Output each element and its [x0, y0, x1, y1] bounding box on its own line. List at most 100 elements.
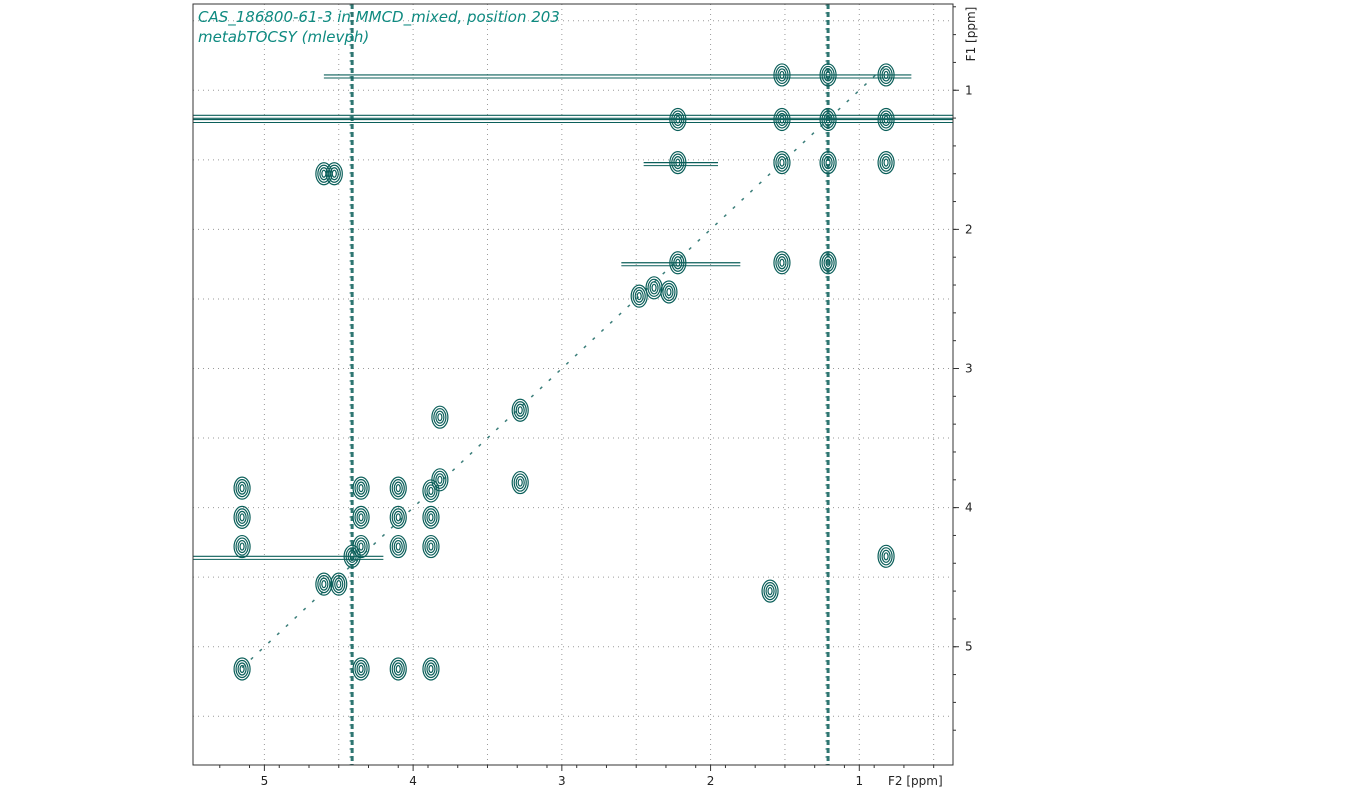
diagonal-ridge	[241, 64, 887, 669]
cross-peak-contour	[879, 153, 893, 172]
cross-peak-contour	[321, 169, 327, 178]
cross-peak-contour	[239, 664, 245, 674]
cross-peak-contour	[823, 155, 833, 170]
cross-peak-contour	[395, 513, 401, 522]
cross-peak-contour	[345, 547, 359, 566]
cross-peak-contour	[433, 470, 447, 489]
cross-peak-contour	[773, 150, 791, 175]
cross-peak-contour	[422, 534, 440, 559]
cross-peaks	[233, 63, 895, 681]
cross-peak-contour	[437, 413, 443, 422]
cross-peak-contour	[825, 70, 831, 80]
cross-peak-contour	[437, 475, 443, 484]
y-tick-label: 5	[965, 640, 973, 654]
cross-peak-contour	[879, 65, 893, 85]
cross-peak-contour	[779, 115, 785, 124]
cross-peak-contour	[352, 657, 370, 681]
cross-peak-contour	[352, 476, 370, 500]
cross-peak-contour	[317, 575, 331, 594]
cross-peak-contour	[511, 398, 529, 422]
cross-peak-contour	[825, 258, 831, 267]
cross-peak-contour	[424, 481, 438, 501]
cross-peak-contour	[233, 476, 251, 500]
cross-peak-contour	[358, 664, 364, 674]
cross-peak-contour	[675, 115, 681, 124]
cross-peak-contour	[428, 542, 434, 551]
cross-peak-contour	[426, 662, 436, 676]
cross-peak-contour	[428, 513, 434, 522]
cross-peak-contour	[334, 577, 344, 591]
cross-peak-contour	[426, 510, 436, 524]
cross-peak-contour	[877, 107, 895, 132]
cross-peak-contour	[391, 537, 405, 556]
cross-peak-contour	[883, 552, 889, 561]
cross-peak-contour	[669, 150, 687, 175]
cross-peak-contour	[819, 63, 837, 87]
cross-peak-contour	[356, 662, 366, 676]
cross-peak-contour	[883, 115, 889, 124]
cross-peak-contour	[354, 659, 368, 679]
cross-peak-contour	[821, 253, 835, 272]
cross-peak-contour	[779, 158, 785, 167]
cross-peak-contour	[775, 153, 789, 172]
x-tick-label: 2	[707, 774, 715, 788]
cross-peak-contour	[675, 158, 681, 167]
cross-peak-contour	[767, 586, 773, 596]
cross-peak-contour	[395, 484, 401, 493]
cross-peak-contour	[321, 580, 327, 589]
noise-streaks	[193, 4, 953, 765]
cross-peak-contour	[673, 155, 683, 170]
cross-peak-contour	[424, 659, 438, 679]
x-tick-label: 3	[558, 774, 566, 788]
cross-peak-contour	[632, 287, 646, 306]
cross-peak-contour	[329, 167, 339, 181]
cross-peak-contour	[233, 534, 251, 559]
cross-peak-contour	[358, 542, 364, 551]
cross-peak-contour	[237, 481, 247, 495]
cross-peak-contour	[327, 164, 341, 183]
cross-peak-contour	[389, 476, 407, 500]
cross-peak-contour	[775, 110, 789, 129]
cross-peak-contour	[773, 251, 791, 275]
cross-peak-contour	[647, 278, 661, 297]
cross-peak-contour	[877, 63, 895, 87]
cross-peak-contour	[883, 70, 889, 80]
cross-peak-contour	[356, 481, 366, 495]
cross-peak-contour	[819, 107, 837, 132]
cross-peak-contour	[819, 251, 837, 275]
cross-peak-contour	[515, 475, 525, 490]
cross-peak-contour	[821, 153, 835, 172]
cross-peak-contour	[237, 510, 247, 524]
cross-peak-contour	[779, 258, 785, 267]
cross-peak-contour	[235, 537, 249, 556]
cross-peak-contour	[233, 657, 251, 681]
cross-peak-contour	[332, 575, 346, 594]
cross-peak-contour	[662, 282, 676, 302]
cross-peak-contour	[673, 112, 683, 127]
cross-peak-contour	[636, 292, 642, 301]
cross-peak-contour	[517, 478, 523, 487]
cross-peak-contour	[881, 112, 891, 127]
plot-frame	[192, 3, 954, 766]
cross-peak-contour	[239, 542, 245, 551]
cross-peak-contour	[428, 664, 434, 674]
cross-peak-contour	[431, 405, 449, 429]
cross-peak-contour	[330, 572, 348, 596]
cross-peak-contour	[669, 107, 687, 132]
cross-peak-contour	[671, 153, 685, 172]
cross-peak-contour	[777, 112, 787, 127]
cross-peak-contour	[354, 479, 368, 498]
y-tick-label: 3	[965, 362, 973, 376]
cross-peak-contour	[393, 662, 403, 676]
cross-peak-contour	[237, 539, 247, 554]
cross-peak-contour	[336, 580, 342, 589]
cross-peak-contour	[773, 63, 791, 87]
cross-peak-contour	[660, 280, 678, 304]
cross-peak-contour	[775, 65, 789, 85]
cross-peak-contour	[777, 256, 787, 270]
cross-peak-contour	[356, 539, 366, 554]
cross-peak-contour	[761, 579, 779, 603]
cross-peak-contour	[881, 155, 891, 170]
cross-peak-contour	[823, 112, 833, 127]
cross-peak-contour	[775, 253, 789, 272]
